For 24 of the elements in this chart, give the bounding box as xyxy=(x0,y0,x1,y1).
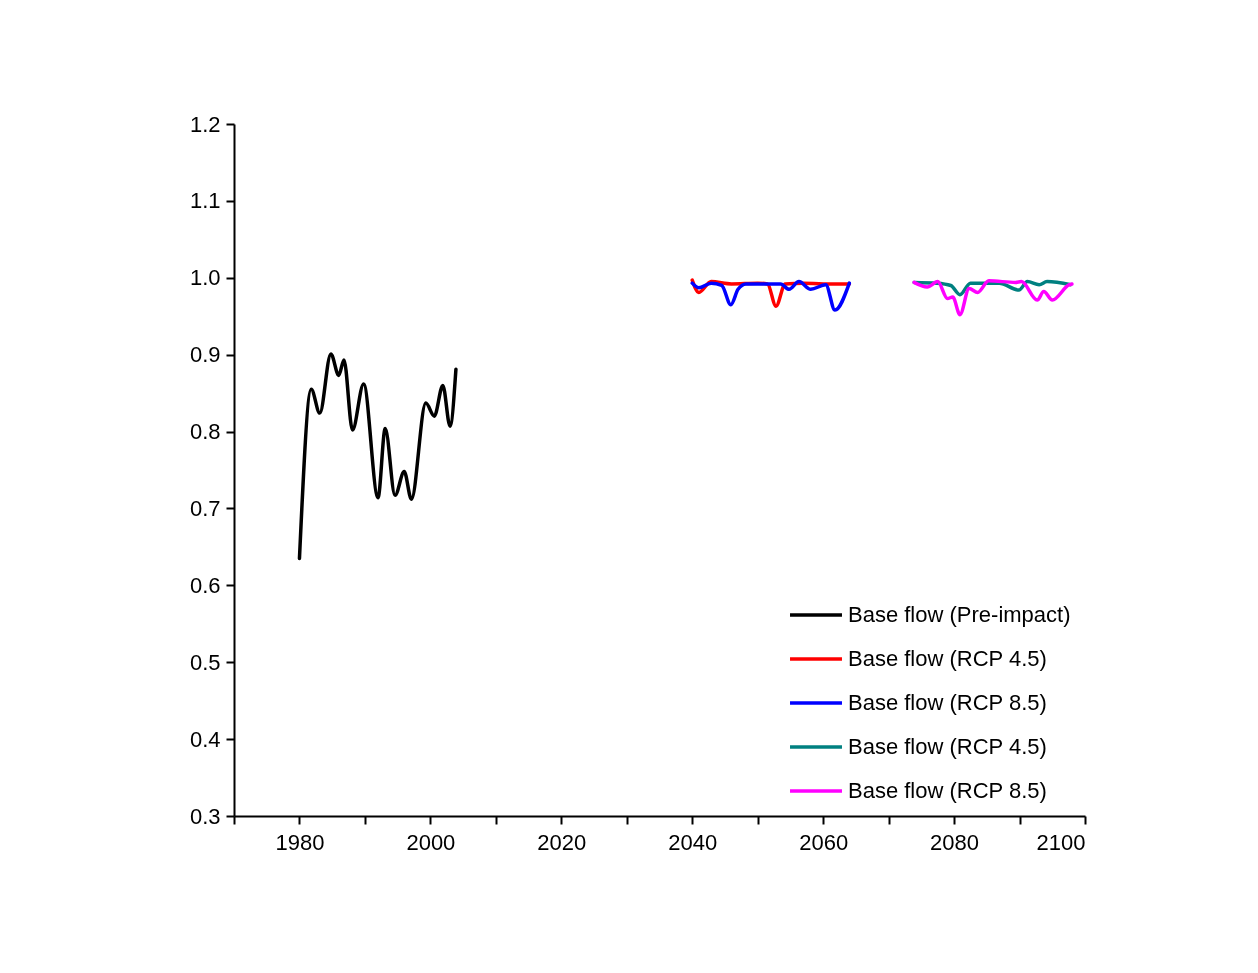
legend-label: Base flow (RCP 4.5) xyxy=(848,734,1047,759)
legend-label: Base flow (RCP 8.5) xyxy=(848,778,1047,803)
x-tick-label: 2020 xyxy=(537,829,587,855)
legend-label: Base flow (RCP 8.5) xyxy=(848,690,1047,715)
legend-label: Base flow (RCP 4.5) xyxy=(848,646,1047,671)
y-tick-label: 0.5 xyxy=(189,649,221,675)
y-tick-label: 0.4 xyxy=(189,726,221,752)
x-tick-label: 1980 xyxy=(275,829,325,855)
legend-label: Base flow (Pre-impact) xyxy=(848,602,1071,627)
y-tick-label: 1.1 xyxy=(189,188,221,214)
y-tick-label: 0.9 xyxy=(189,342,221,368)
x-tick-label: 2000 xyxy=(406,829,456,855)
x-tick-label: 2080 xyxy=(930,829,980,855)
x-tick-label: 2100 xyxy=(1036,829,1086,855)
y-tick-label: 1.0 xyxy=(189,265,221,291)
y-tick-label: 0.6 xyxy=(189,572,221,598)
line-series xyxy=(912,279,1074,317)
y-tick-label: 1.2 xyxy=(189,111,221,137)
y-tick-label: 0.8 xyxy=(189,419,221,445)
line-series xyxy=(297,352,458,561)
x-tick-label: 2060 xyxy=(799,829,849,855)
y-tick-label: 0.7 xyxy=(189,495,221,521)
y-tick-label: 0.3 xyxy=(189,803,221,829)
x-tick-label: 2040 xyxy=(668,829,718,855)
